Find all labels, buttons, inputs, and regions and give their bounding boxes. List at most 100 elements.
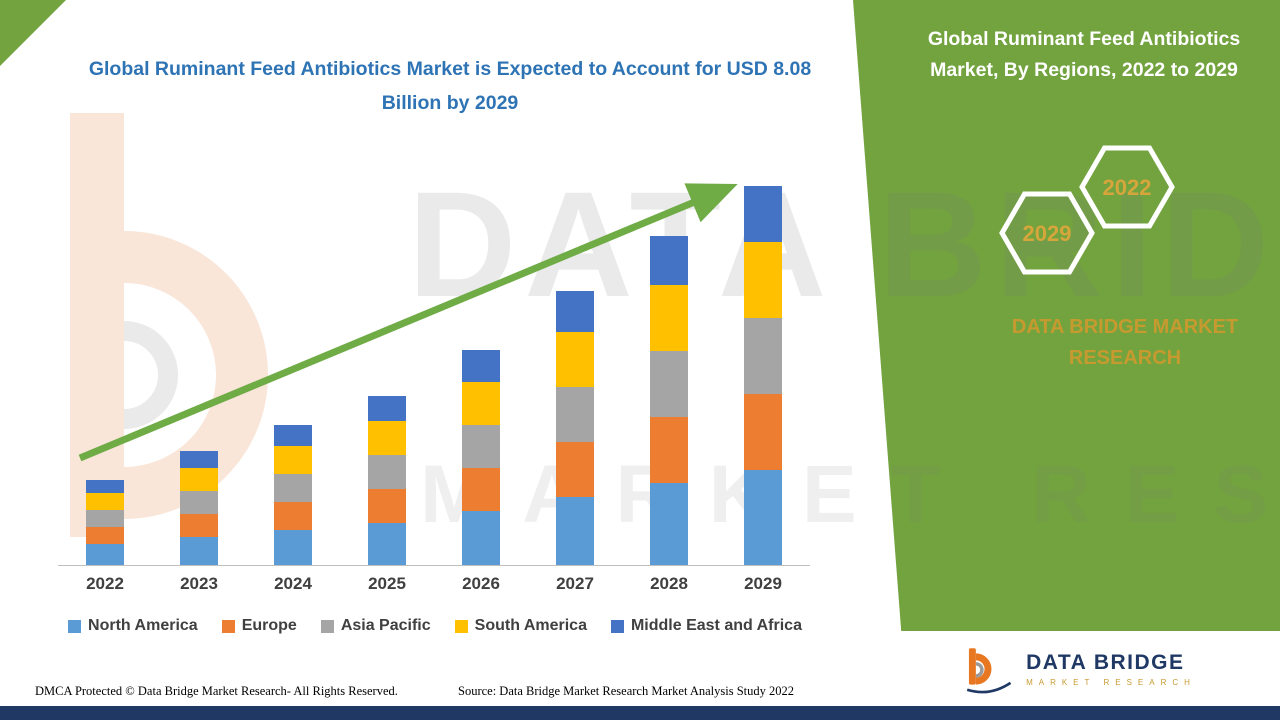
segment-asia-pacific — [180, 491, 218, 514]
plot-area — [58, 140, 810, 565]
bar-slot — [152, 451, 246, 565]
segment-south-america — [556, 332, 594, 387]
segment-north-america — [274, 530, 312, 565]
segment-asia-pacific — [274, 474, 312, 502]
x-axis-labels: 2022 2023 2024 2025 2026 2027 2028 2029 — [58, 574, 810, 594]
legend-label: Europe — [241, 617, 297, 634]
segment-europe — [180, 514, 218, 537]
segment-north-america — [86, 544, 124, 565]
segment-middle-east-and-africa — [180, 451, 218, 468]
stacked-bar-2026 — [462, 350, 500, 565]
segment-middle-east-and-africa — [86, 480, 124, 493]
x-axis-line — [58, 565, 810, 566]
x-label-2025: 2025 — [368, 574, 406, 593]
legend-label: North America — [88, 617, 198, 634]
databridge-logo-icon — [966, 647, 1012, 693]
stacked-bar-2024 — [274, 425, 312, 565]
segment-europe — [462, 468, 500, 511]
segment-north-america — [462, 511, 500, 565]
legend-swatch — [454, 619, 468, 633]
segment-south-america — [180, 468, 218, 491]
bar-slot — [246, 425, 340, 565]
legend-item: North America — [68, 617, 198, 635]
legend-item: Middle East and Africa — [610, 617, 802, 635]
hexagon-2029 — [999, 191, 1095, 275]
legend-swatch — [320, 619, 334, 633]
segment-europe — [86, 527, 124, 544]
x-label-2029: 2029 — [744, 574, 782, 593]
segment-north-america — [650, 483, 688, 565]
hexagon-2022 — [1079, 145, 1175, 229]
corner-accent-triangle — [0, 0, 66, 66]
year-hexagons: 2029 2022 — [999, 145, 1175, 275]
segment-south-america — [744, 242, 782, 318]
chart-title: Global Ruminant Feed Antibiotics Market … — [88, 58, 812, 115]
segment-europe — [556, 442, 594, 497]
segment-north-america — [744, 470, 782, 565]
panel-brand-text: DATA BRIDGE MARKET RESEARCH — [1011, 316, 1239, 369]
bar-slot — [434, 350, 528, 565]
segment-asia-pacific — [744, 318, 782, 394]
legend-label: South America — [474, 617, 587, 634]
bar-slot — [528, 291, 622, 565]
segment-asia-pacific — [556, 387, 594, 442]
stacked-bar-2025 — [368, 396, 406, 565]
segment-south-america — [86, 493, 124, 510]
bar-slot — [622, 236, 716, 565]
footer-logo-box: DATA BRIDGE MARKET RESEARCH — [878, 631, 1280, 706]
x-label-2022: 2022 — [86, 574, 124, 593]
segment-middle-east-and-africa — [744, 186, 782, 242]
footer-logo-text: DATA BRIDGE MARKET RESEARCH — [1026, 651, 1196, 687]
legend-label: Middle East and Africa — [630, 617, 802, 634]
segment-asia-pacific — [650, 351, 688, 417]
legend-label: Asia Pacific — [340, 617, 431, 634]
segment-middle-east-and-africa — [368, 396, 406, 421]
stacked-bar-2028 — [650, 236, 688, 565]
legend-item: Europe — [221, 617, 297, 635]
panel-title: Global Ruminant Feed Antibiotics Market,… — [927, 28, 1241, 82]
segment-europe — [274, 502, 312, 530]
segment-north-america — [368, 523, 406, 565]
footer-logo-subtitle: MARKET RESEARCH — [1026, 677, 1196, 687]
bar-slot — [340, 396, 434, 565]
segment-middle-east-and-africa — [462, 350, 500, 382]
segment-south-america — [368, 421, 406, 455]
source-note: Source: Data Bridge Market Research Mark… — [458, 684, 795, 698]
segment-europe — [368, 489, 406, 523]
segment-europe — [744, 394, 782, 470]
x-label-2027: 2027 — [556, 574, 594, 593]
x-label-2028: 2028 — [650, 574, 688, 593]
dmca-notice: DMCA Protected © Data Bridge Market Rese… — [35, 684, 398, 698]
footer-logo-title: DATA BRIDGE — [1026, 650, 1185, 674]
segment-south-america — [650, 285, 688, 351]
segment-asia-pacific — [462, 425, 500, 468]
hexagon-2022-label: 2022 — [1103, 175, 1152, 200]
legend-swatch — [68, 619, 82, 633]
segment-asia-pacific — [86, 510, 124, 527]
x-label-2023: 2023 — [180, 574, 218, 593]
segment-asia-pacific — [368, 455, 406, 489]
x-label-2024: 2024 — [274, 574, 312, 593]
legend-swatch — [221, 619, 235, 633]
legend-item: Asia Pacific — [320, 617, 431, 635]
stacked-bar-2022 — [86, 480, 124, 565]
bottom-navy-strip — [0, 706, 1280, 720]
legend: North America Europe Asia Pacific South Ame… — [40, 617, 830, 635]
segment-middle-east-and-africa — [556, 291, 594, 332]
bar-slot — [58, 480, 152, 565]
stacked-bar-2023 — [180, 451, 218, 565]
segment-middle-east-and-africa — [274, 425, 312, 446]
stacked-bar-2027 — [556, 291, 594, 565]
legend-item: South America — [454, 617, 587, 635]
segment-south-america — [462, 382, 500, 425]
x-label-2026: 2026 — [462, 574, 500, 593]
segment-middle-east-and-africa — [650, 236, 688, 285]
segment-south-america — [274, 446, 312, 474]
stacked-bar-2029 — [744, 186, 782, 565]
segment-north-america — [180, 537, 218, 565]
bar-slot — [716, 186, 810, 565]
segment-north-america — [556, 497, 594, 565]
segment-europe — [650, 417, 688, 483]
